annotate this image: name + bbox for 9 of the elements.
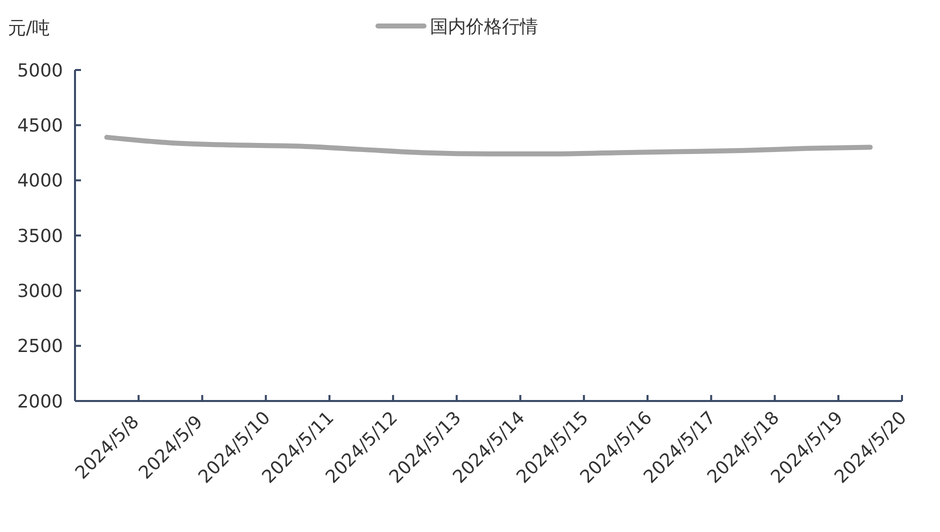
y-tick-label: 2500 — [17, 336, 63, 358]
y-tick-label: 2000 — [17, 391, 63, 412]
legend-label: 国内价格行情 — [430, 16, 538, 38]
y-tick-label: 3000 — [17, 280, 63, 302]
y-tick-label: 4000 — [17, 170, 63, 192]
y-axis-title: 元/吨 — [8, 18, 50, 39]
y-tick-label: 5000 — [17, 60, 63, 82]
y-tick-label: 3500 — [17, 226, 63, 247]
y-tick-label: 4500 — [17, 115, 63, 136]
